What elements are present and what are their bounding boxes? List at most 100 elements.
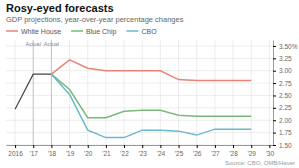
y-tick-mark	[273, 120, 276, 121]
x-tick: '27	[211, 145, 220, 157]
x-tick-label: '20	[84, 150, 93, 157]
y-tick-label: 3.50%	[279, 43, 298, 50]
legend-swatch	[71, 30, 83, 32]
x-tick-label: '25	[175, 150, 184, 157]
x-tick: '19	[66, 145, 75, 157]
x-tick-mark	[33, 145, 34, 148]
x-tick: '22	[120, 145, 129, 157]
y-axis-line	[273, 41, 274, 146]
y-tick-label: 2.25	[279, 104, 292, 111]
y-tick-label: 1.75	[279, 129, 292, 136]
legend: White HouseBlue ChipCBO	[6, 28, 157, 36]
x-tick-label: '28	[229, 150, 238, 157]
y-tick: 3.50%	[273, 43, 298, 50]
y-tick: 2.00	[273, 117, 292, 124]
y-tick-mark	[273, 46, 276, 47]
x-tick-label: '21	[102, 150, 111, 157]
grid-line-x	[33, 40, 34, 145]
y-tick-label: 1.50	[279, 142, 292, 149]
y-tick-mark	[273, 71, 276, 72]
grid-line-x	[142, 40, 143, 145]
y-tick-label: 2.00	[279, 117, 292, 124]
y-tick-label: 2.75	[279, 80, 292, 87]
legend-label: White House	[21, 28, 61, 35]
x-tick-mark	[88, 145, 89, 148]
grid-line-y	[6, 95, 273, 96]
x-tick: 2016	[8, 145, 23, 157]
x-tick-label: '19	[66, 150, 75, 157]
grid-line-y	[6, 83, 273, 84]
grid-line-x	[178, 40, 179, 145]
y-axis: 1.50 1.75 2.00 2.25 2.50 2.75 3.00 3.25 3.50%	[273, 41, 298, 149]
legend-swatch	[6, 30, 18, 32]
y-tick: 3.00	[273, 67, 292, 74]
y-tick-mark	[273, 95, 276, 96]
annotation: Actual	[26, 41, 41, 47]
x-tick-mark	[70, 145, 71, 148]
grid-line-x	[124, 40, 125, 145]
x-tick: '18	[48, 145, 57, 157]
x-tick: '24	[157, 145, 166, 157]
source: Source: CBO, OMB/Haver	[225, 160, 295, 166]
x-tick: '17	[30, 145, 39, 157]
x-tick-mark	[215, 145, 216, 148]
title: Rosy-eyed forecasts	[6, 2, 114, 14]
y-tick-mark	[273, 133, 276, 134]
x-tick-label: '30	[266, 150, 275, 157]
x-tick-mark	[15, 145, 16, 148]
reference-line	[51, 40, 52, 145]
y-tick-mark	[273, 58, 276, 59]
x-tick-label: '23	[138, 150, 147, 157]
x-tick: '26	[193, 145, 202, 157]
grid-line-y	[6, 120, 273, 121]
x-tick: '29	[247, 145, 256, 157]
x-tick-label: '27	[211, 150, 220, 157]
x-tick-label: '24	[157, 150, 166, 157]
y-tick-label: 2.50	[279, 92, 292, 99]
x-tick-mark	[160, 145, 161, 148]
y-tick-label: 3.25	[279, 55, 292, 62]
series-line	[15, 74, 51, 109]
legend-item: White House	[6, 28, 61, 35]
grid-line-y	[6, 145, 273, 146]
x-axis: 2016 '17 '18 '19 '20 '21 '22 '23 '24 '25 '26 '27 '28…	[7, 145, 275, 157]
annotation: Actual	[44, 41, 59, 47]
grid-line-x	[269, 40, 270, 145]
x-tick-mark	[51, 145, 52, 148]
y-tick-mark	[273, 83, 276, 84]
chart: Rosy-eyed forecastsGDP projections, year…	[0, 0, 299, 168]
grid-line-x	[160, 40, 161, 145]
grid-line-y	[6, 107, 273, 108]
series-line	[51, 74, 251, 137]
y-tick: 2.50	[273, 92, 292, 99]
grid-line-x	[196, 40, 197, 145]
x-tick-mark	[251, 145, 252, 148]
y-tick: 1.50	[273, 142, 292, 149]
subtitle: GDP projections, year-over-year percenta…	[6, 15, 184, 24]
x-tick-mark	[233, 145, 234, 148]
x-tick: '20	[84, 145, 93, 157]
x-tick-label: '29	[247, 150, 256, 157]
x-tick: '28	[229, 145, 238, 157]
y-tick: 1.75	[273, 129, 292, 136]
x-tick-mark	[106, 145, 107, 148]
grid-line-x	[69, 40, 70, 145]
grid-line-x	[15, 40, 16, 145]
x-tick: '25	[175, 145, 184, 157]
grid-line-y	[6, 58, 273, 59]
legend-swatch	[126, 30, 138, 32]
y-tick: 2.25	[273, 104, 292, 111]
grid-line-y	[6, 132, 273, 133]
grid-line-x	[51, 40, 52, 145]
series-line	[51, 60, 251, 81]
x-tick-label: 2016	[8, 150, 23, 157]
x-tick-label: '22	[120, 150, 129, 157]
x-tick: '30	[266, 145, 275, 157]
x-tick-label: '17	[30, 150, 39, 157]
x-tick-label: '18	[48, 150, 57, 157]
legend-item: CBO	[126, 28, 157, 35]
grid	[6, 40, 273, 145]
y-tick: 3.25	[273, 55, 292, 62]
x-tick: '23	[138, 145, 147, 157]
y-tick: 2.75	[273, 80, 292, 87]
